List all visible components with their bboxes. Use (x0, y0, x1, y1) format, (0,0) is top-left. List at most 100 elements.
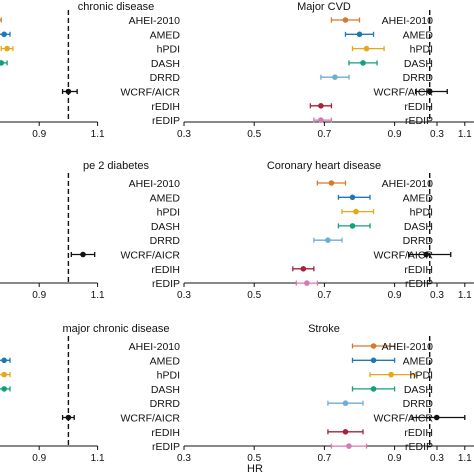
hr-point (65, 88, 72, 95)
x-tick-label: 0.3 (177, 129, 191, 140)
x-tick-label: 0.9 (388, 129, 402, 140)
category-label: rEDIP (152, 441, 180, 453)
hr-point (332, 74, 338, 80)
category-label: AHEI-2010 (382, 341, 434, 353)
category-label: WCRF/AICR (121, 87, 181, 99)
category-label: DASH (404, 384, 433, 396)
category-label: DRRD (403, 72, 434, 84)
hr-point (423, 251, 429, 258)
hr-point (80, 251, 86, 258)
hr-point (346, 443, 352, 449)
x-tick-label: 1.1 (458, 290, 472, 301)
x-tick-label: 0.9 (388, 453, 402, 464)
category-label: WCRF/AICR (121, 413, 181, 425)
category-label: rEDIH (404, 264, 433, 276)
x-tick-label: 0.3 (177, 290, 191, 301)
category-label: WCRF/AICR (374, 87, 434, 99)
category-label: DASH (151, 384, 180, 396)
category-label: rEDIH (151, 427, 180, 439)
panel-9: SmAHEI-2010AMEDhPDIDASHDRRDWCRF/AICRrEDI… (374, 341, 474, 464)
hr-point (4, 45, 10, 52)
hr-point (65, 414, 72, 421)
x-tick-label: 0.9 (32, 129, 46, 140)
x-tick-label: 0.7 (317, 453, 331, 464)
hr-point (304, 280, 310, 286)
x-tick-label: 0.5 (247, 290, 261, 301)
hr-point (318, 117, 324, 123)
hr-point (360, 60, 366, 66)
hr-point (356, 31, 363, 38)
category-label: rEDIH (151, 264, 180, 276)
category-label: AMED (403, 355, 434, 367)
x-tick-label: 1.1 (458, 129, 472, 140)
category-label: DASH (404, 58, 433, 70)
category-label: rEDIP (405, 278, 433, 290)
category-label: rEDIP (152, 115, 180, 127)
panel-3: AHEI-2010 AMED hPDI DASH DRRD WCRF/AICR rEDIH r… (374, 15, 474, 140)
category-label: hPDI (157, 44, 180, 56)
hr-point (370, 386, 377, 392)
panel-5: Coronary heart disease AHEI-2010 AMED hPDI D… (121, 160, 473, 301)
category-label: DRRD (150, 72, 181, 84)
x-tick-label: 0.9 (32, 290, 46, 301)
x-tick-label: 0.9 (32, 453, 46, 464)
hr-point (363, 45, 370, 52)
panel-6: ObAHEI-2010AMEDhPDIDASHDRRDWCRF/AICRrEDI… (374, 178, 474, 301)
x-tick-label: 0.7 (317, 290, 331, 301)
category-label: hPDI (410, 370, 433, 382)
hr-point (353, 208, 359, 215)
hr-point (1, 371, 7, 378)
category-label: DRRD (150, 398, 181, 410)
x-tick-label: 1.1 (91, 129, 105, 140)
x-tick-label: 0.3 (430, 453, 444, 464)
x-tick-label: 0.7 (317, 129, 331, 140)
hr-point (1, 357, 7, 364)
x-tick-label: 0.3 (177, 453, 191, 464)
category-label: hPDI (410, 207, 433, 219)
category-label: AMED (150, 355, 181, 367)
category-label: WCRF/AICR (121, 250, 181, 262)
panel-title: Stroke (308, 323, 340, 335)
category-label: rEDIP (152, 278, 180, 290)
x-tick-label: 0.3 (430, 290, 444, 301)
category-label: rEDIP (405, 441, 433, 453)
category-label: rEDIH (404, 427, 433, 439)
x-axis-label: HR (247, 463, 263, 474)
category-label: AMED (403, 192, 434, 204)
x-tick-label: 0.5 (247, 453, 261, 464)
category-label: rEDIH (151, 101, 180, 113)
panel-title: chronic disease (78, 1, 154, 13)
hr-point (300, 266, 307, 272)
category-label: hPDI (410, 44, 433, 56)
category-label: DASH (151, 221, 180, 233)
category-label: AHEI-2010 (129, 341, 181, 353)
hr-point (342, 400, 349, 407)
category-label: DASH (404, 221, 433, 233)
category-label: AMED (150, 29, 181, 41)
x-tick-label: 1.1 (458, 453, 472, 464)
hr-point (426, 88, 433, 95)
category-label: WCRF/AICR (374, 250, 434, 262)
hr-point (370, 343, 377, 349)
category-label: AHEI-2010 (129, 178, 181, 190)
hr-point (342, 429, 349, 435)
hr-point (328, 180, 335, 186)
category-label: rEDIH (404, 101, 433, 113)
category-label: hPDI (157, 207, 180, 219)
category-label: rEDIP (405, 115, 433, 127)
panel-8: Stroke AHEI-2010 AMED hPDI DASH DRRD WCRF/AICR… (121, 323, 473, 464)
x-tick-label: 0.3 (430, 129, 444, 140)
x-tick-label: 0.9 (388, 290, 402, 301)
panel-title: pe 2 diabetes (83, 160, 150, 172)
category-label: WCRF/AICR (374, 413, 434, 425)
x-tick-label: 1.1 (91, 290, 105, 301)
panel-2: Major CVD AHEI-2010 AMED hPDI DASH DRRD WCRF/A… (121, 1, 473, 140)
hr-point (325, 237, 331, 243)
category-label: DRRD (403, 398, 434, 410)
hr-point (349, 223, 356, 229)
panel-title: Coronary heart disease (267, 160, 381, 172)
hr-point (1, 31, 7, 38)
